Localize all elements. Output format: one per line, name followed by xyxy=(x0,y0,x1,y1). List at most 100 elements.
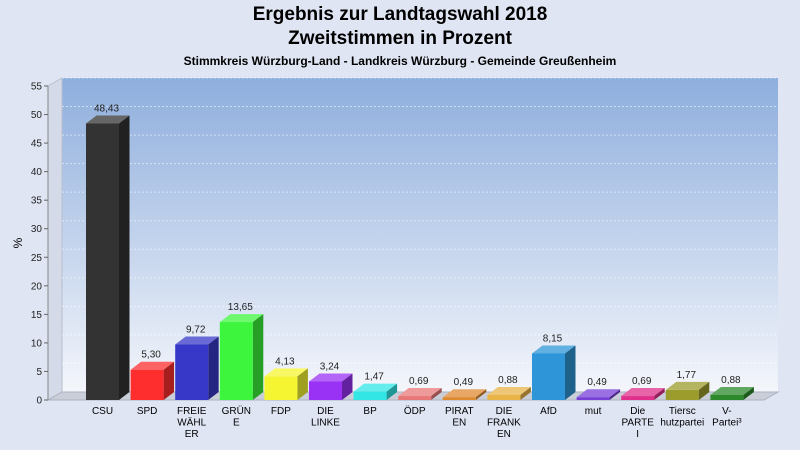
bar-value-label: 3,24 xyxy=(320,362,340,373)
category-label: DIE FRANK EN xyxy=(487,406,521,440)
y-tick-label: 55 xyxy=(31,82,43,93)
y-tick-label: 25 xyxy=(31,253,43,264)
category-label-line: LINKE xyxy=(311,418,340,429)
bar xyxy=(219,314,264,400)
category-label: CSU xyxy=(92,406,113,417)
bar-value-label: 0,88 xyxy=(498,375,518,386)
category-label-line: FDP xyxy=(271,406,291,417)
bar-front xyxy=(487,394,521,400)
bar xyxy=(532,345,576,400)
category-label: V-Partei³ xyxy=(712,406,742,429)
bar-side xyxy=(565,345,576,400)
bar-top xyxy=(219,314,264,323)
bar-front xyxy=(442,397,476,400)
category-label-line: CSU xyxy=(92,406,113,417)
bar xyxy=(487,386,531,400)
category-label-line: EN xyxy=(497,429,511,440)
bar xyxy=(353,383,398,400)
category-label-line: PIRAT xyxy=(445,406,474,417)
category-label-line: Partei³ xyxy=(712,418,742,429)
category-label-line: FRANK xyxy=(487,418,521,429)
category-label: Tiersc hutzpartei xyxy=(660,406,704,429)
category-label-line: I xyxy=(636,429,639,440)
bar-side xyxy=(698,381,710,400)
category-label-line: mut xyxy=(585,406,602,417)
bar-top xyxy=(353,383,398,392)
category-label: mut xyxy=(585,406,602,417)
bar xyxy=(442,389,487,400)
bar-side xyxy=(743,386,754,400)
y-tick-label: 35 xyxy=(31,196,43,207)
bar-value-label: 5,30 xyxy=(141,350,161,361)
category-label-line: ÖDP xyxy=(404,405,426,417)
bar-front xyxy=(309,381,342,400)
bar-value-label: 8,15 xyxy=(543,333,563,344)
y-tick-label: 15 xyxy=(31,310,43,321)
bar-value-label: 0,88 xyxy=(721,375,741,386)
bar-value-label: 1,47 xyxy=(364,372,384,383)
category-label-line: BP xyxy=(363,406,377,417)
bar-top xyxy=(86,115,130,124)
category-label: FDP xyxy=(271,406,291,417)
bar xyxy=(665,381,710,400)
y-tick-label: 5 xyxy=(36,367,42,378)
bar-side xyxy=(342,373,353,400)
bar xyxy=(264,368,308,400)
bar-value-label: 13,65 xyxy=(228,302,253,313)
bar-top xyxy=(442,389,487,398)
bar-side xyxy=(163,361,175,400)
bar-side xyxy=(386,383,398,400)
y-tick-label: 30 xyxy=(31,224,43,235)
category-label-line: DIE xyxy=(317,406,334,417)
category-label-line: V- xyxy=(722,406,731,417)
bar-value-label: 48,43 xyxy=(94,104,119,115)
chart-title-line2: Zweitstimmen in Prozent xyxy=(288,28,512,49)
category-label: AfD xyxy=(540,406,557,417)
category-label: Die PARTE I xyxy=(621,406,654,440)
bar-side xyxy=(119,115,130,400)
y-tick-label: 50 xyxy=(31,110,43,121)
category-label: PIRAT EN xyxy=(445,406,474,429)
y-tick-label: 20 xyxy=(31,281,43,292)
category-label-line: FREIE xyxy=(177,406,207,417)
bar-front xyxy=(665,389,699,400)
bar-top xyxy=(576,389,621,398)
bar-top xyxy=(309,373,353,382)
category-label: ÖDP xyxy=(404,405,426,417)
bar-top xyxy=(398,388,442,397)
bar-top xyxy=(621,388,665,397)
bar-front xyxy=(398,396,432,400)
bar-side xyxy=(520,386,531,400)
bar xyxy=(86,115,130,400)
bar-side xyxy=(475,389,487,400)
bar-front xyxy=(264,376,298,400)
bar-value-label: 0,69 xyxy=(632,376,652,387)
bar-top xyxy=(175,336,219,345)
category-label: FREIE WÄHL ER xyxy=(177,406,207,440)
category-label-line: AfD xyxy=(540,406,557,417)
category-label: SPD xyxy=(137,406,158,417)
category-label: DIE LINKE xyxy=(311,406,340,429)
plot-back-wall xyxy=(62,78,778,392)
bar-value-label: 1,77 xyxy=(677,370,697,381)
bar-side xyxy=(431,388,442,400)
plot-side-wall xyxy=(47,77,63,401)
category-label-line: Die xyxy=(630,406,645,417)
bar-side xyxy=(252,314,264,400)
bar-side xyxy=(654,388,665,400)
bar xyxy=(309,373,353,400)
bar-side xyxy=(208,336,219,400)
bar-front xyxy=(130,369,164,400)
category-label-line: PARTE xyxy=(621,418,654,429)
chart-subtitle: Stimmkreis Würzburg-Land - Landkreis Wür… xyxy=(183,54,617,68)
bar-top xyxy=(532,345,576,354)
bar xyxy=(710,386,754,400)
chart-title-line1: Ergebnis zur Landtagswahl 2018 xyxy=(252,4,548,25)
bar-front xyxy=(219,322,253,400)
bar-front xyxy=(621,396,655,400)
bar-top xyxy=(130,361,175,370)
bar xyxy=(130,361,175,400)
bar xyxy=(576,389,621,400)
bar-value-label: 0,69 xyxy=(409,376,429,387)
